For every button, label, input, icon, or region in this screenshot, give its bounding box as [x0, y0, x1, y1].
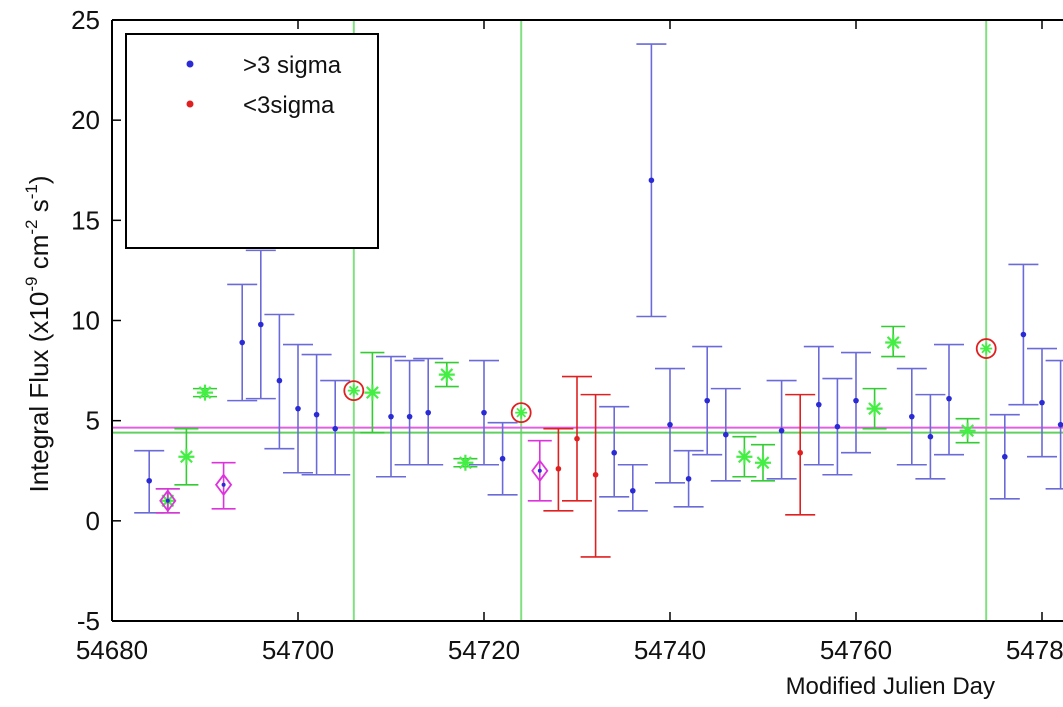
data-point-0: [388, 414, 394, 420]
y-tick-label: -5: [77, 606, 100, 636]
y-tick-label: 20: [71, 105, 100, 135]
diamond-point-center: [166, 499, 170, 503]
y-tick-label: 25: [71, 5, 100, 35]
data-point-0: [1002, 454, 1008, 460]
data-point-0: [1039, 400, 1045, 406]
y-axis-label: Integral Flux (x10-9 cm-2 s-1): [22, 175, 54, 492]
y-tick-label: 5: [86, 406, 100, 436]
data-point-1: [574, 436, 580, 442]
data-point-0: [258, 322, 264, 328]
x-tick-label: 54780: [1006, 635, 1063, 665]
x-tick-label: 54700: [262, 635, 334, 665]
x-tick-label: 54760: [820, 635, 892, 665]
y-tick-label: 15: [71, 205, 100, 235]
legend-label-above-3-sigma: >3 sigma: [243, 52, 342, 79]
data-point-0: [909, 414, 915, 420]
data-point-0: [946, 396, 952, 402]
data-point-0: [816, 402, 822, 408]
data-point-0: [611, 450, 617, 456]
x-tick-label: 54740: [634, 635, 706, 665]
legend-label-below-3-sigma: <3sigma: [243, 92, 335, 119]
data-point-0: [277, 378, 283, 384]
data-point-0: [425, 410, 431, 416]
data-point-0: [853, 398, 859, 404]
diamond-point-center: [538, 469, 542, 473]
diamond-point-center: [222, 483, 226, 487]
data-point-0: [407, 414, 413, 420]
y-tick-label: 0: [86, 506, 100, 536]
data-point-0: [928, 434, 934, 440]
data-point-0: [667, 422, 673, 428]
data-point-0: [481, 410, 487, 416]
data-point-0: [1021, 332, 1027, 338]
data-point-0: [295, 406, 301, 412]
data-point-1: [797, 450, 803, 456]
legend: >3 sigma <3sigma: [126, 34, 378, 248]
data-point-0: [314, 412, 320, 418]
data-point-0: [146, 478, 152, 484]
y-tick-label: 10: [71, 306, 100, 336]
data-point-0: [332, 426, 338, 432]
x-tick-label: 54680: [76, 635, 148, 665]
data-point-1: [556, 466, 562, 472]
x-tick-label: 54720: [448, 635, 520, 665]
data-point-0: [649, 177, 655, 183]
data-point-0: [704, 398, 710, 404]
data-point-0: [779, 428, 785, 434]
data-point-0: [723, 432, 729, 438]
data-point-0: [239, 340, 245, 346]
x-axis-label: Modified Julien Day: [786, 673, 995, 700]
data-point-0: [630, 488, 636, 494]
data-point-1: [593, 472, 599, 478]
legend-marker-below-3-sigma: [187, 101, 194, 108]
data-point-0: [686, 476, 692, 482]
legend-marker-above-3-sigma: [187, 61, 194, 68]
data-point-0: [500, 456, 506, 462]
data-point-0: [835, 424, 841, 430]
